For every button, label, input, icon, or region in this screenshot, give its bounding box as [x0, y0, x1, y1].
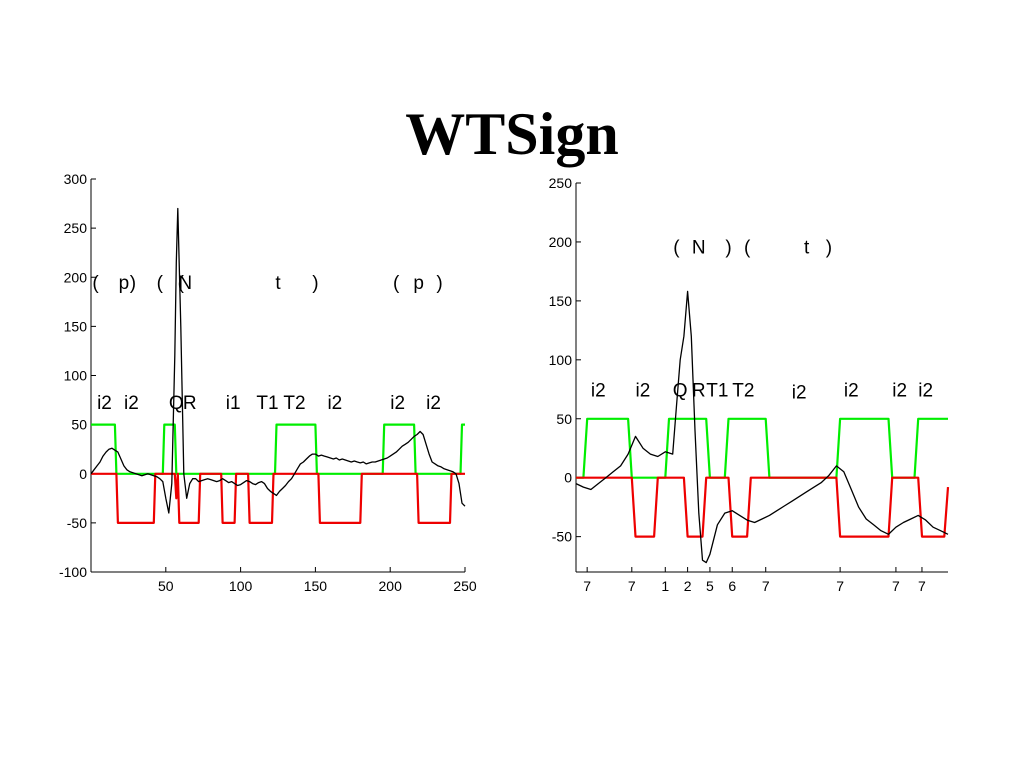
y-tick-label: 0 [564, 470, 572, 486]
annotation-label: i2 [892, 380, 907, 401]
y-tick-label: 50 [71, 417, 87, 433]
y-tick-label: 100 [549, 352, 573, 368]
series-line-signal [575, 290, 949, 564]
x-tick-label: 7 [892, 578, 900, 594]
x-tick-label: 7 [628, 578, 636, 594]
series-line-red [91, 472, 465, 525]
x-tick-label: 5 [706, 578, 714, 594]
y-tick-label: 150 [64, 318, 88, 334]
annotation-label: ( [673, 238, 680, 259]
y-tick-label: 250 [64, 220, 88, 236]
annotation-label: ) [725, 238, 731, 259]
y-tick-label: -50 [552, 529, 572, 545]
x-tick-label: 100 [229, 578, 253, 594]
annotation-label: i1 [226, 393, 241, 414]
annotation-label: i2 [844, 380, 859, 401]
annotation-label: ( [92, 273, 99, 294]
x-tick-label: 150 [304, 578, 328, 594]
y-tick-label: -50 [67, 515, 87, 531]
x-tick-label: 7 [836, 578, 844, 594]
x-tick-label: 250 [453, 578, 477, 594]
x-tick-label: 7 [918, 578, 926, 594]
annotation-label: Q [673, 380, 688, 401]
x-tick-label: 2 [684, 578, 692, 594]
annotation-label: ) [312, 273, 318, 294]
annotation-label: ( [744, 238, 751, 259]
y-tick-label: 0 [79, 466, 87, 482]
annotation-label: T2 [732, 380, 754, 401]
annotation-label: R [183, 393, 197, 414]
y-tick-label: 100 [64, 368, 88, 384]
annotation-label: N [178, 273, 192, 294]
annotation-label: T1 [706, 380, 728, 401]
annotation-label: R [692, 380, 706, 401]
annotation-label: i2 [426, 393, 441, 414]
y-tick-label: 200 [64, 269, 88, 285]
annotation-label: ) [826, 238, 832, 259]
y-tick-label: 300 [64, 171, 88, 187]
annotation-label: T2 [283, 393, 305, 414]
x-tick-label: 1 [661, 578, 669, 594]
annotation-label: i2 [124, 393, 139, 414]
annotation-label: i2 [97, 393, 112, 414]
annotation-label: T1 [256, 393, 278, 414]
slide-title: WTSign [405, 101, 619, 167]
y-tick-label: 150 [549, 293, 573, 309]
annotation-label: ) [436, 273, 442, 294]
annotation-label: i2 [390, 393, 405, 414]
series-line-red [576, 476, 950, 538]
annotation-label: ( [393, 273, 400, 294]
annotation-label: i2 [792, 383, 807, 404]
annotation-label: t [804, 238, 810, 259]
x-tick-label: 50 [158, 578, 174, 594]
annotation-label: p [413, 273, 424, 294]
x-tick-label: 7 [762, 578, 770, 594]
series-line-signal [90, 207, 466, 514]
annotation-label: i2 [591, 380, 606, 401]
annotation-label: i2 [327, 393, 342, 414]
x-tick-label: 200 [379, 578, 403, 594]
y-tick-label: 200 [549, 234, 573, 250]
y-tick-label: -100 [59, 564, 87, 580]
annotation-label: ) [130, 273, 136, 294]
annotation-label: N [692, 238, 706, 259]
annotation-label: i2 [636, 380, 651, 401]
x-tick-label: 6 [728, 578, 736, 594]
annotation-label: ( [157, 273, 164, 294]
annotation-label: Q [169, 393, 184, 414]
annotation-label: i2 [918, 380, 933, 401]
y-tick-label: 250 [549, 175, 573, 191]
x-tick-label: 7 [583, 578, 591, 594]
series-line-green [576, 417, 948, 479]
annotation-label: ( [178, 273, 185, 294]
y-tick-label: 50 [556, 411, 572, 427]
annotation-label: t [275, 273, 281, 294]
annotation-label: p [119, 273, 130, 294]
